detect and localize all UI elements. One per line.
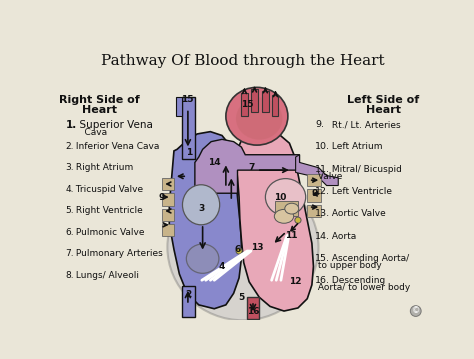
Text: Pulmonary Arteries: Pulmonary Arteries <box>73 250 163 258</box>
Text: Superior Vena: Superior Vena <box>73 120 153 130</box>
Polygon shape <box>162 178 174 190</box>
Text: 6.: 6. <box>65 228 74 237</box>
Text: 6: 6 <box>234 245 241 254</box>
Ellipse shape <box>285 203 299 214</box>
Polygon shape <box>162 209 174 221</box>
Text: 3.: 3. <box>65 163 74 172</box>
Ellipse shape <box>236 97 283 140</box>
Polygon shape <box>251 89 258 112</box>
Text: Ascending Aorta/: Ascending Aorta/ <box>329 254 409 263</box>
Text: Right Ventricle: Right Ventricle <box>73 206 143 215</box>
Polygon shape <box>307 174 321 186</box>
Text: Pathway Of Blood through the Heart: Pathway Of Blood through the Heart <box>101 54 385 68</box>
Text: 13.: 13. <box>315 209 330 218</box>
Polygon shape <box>262 91 268 112</box>
Text: 3: 3 <box>198 204 204 213</box>
Polygon shape <box>175 97 182 116</box>
Text: ©: © <box>411 307 420 316</box>
Polygon shape <box>241 93 247 116</box>
Text: Tricuspid Valve: Tricuspid Valve <box>73 185 143 194</box>
Text: 7.: 7. <box>65 250 74 258</box>
Text: 11: 11 <box>285 231 298 240</box>
Text: 16: 16 <box>247 307 259 316</box>
Ellipse shape <box>295 217 301 223</box>
Ellipse shape <box>182 185 219 225</box>
Text: Lungs/ Alveoli: Lungs/ Alveoli <box>73 271 139 280</box>
Text: 14: 14 <box>208 158 220 167</box>
Polygon shape <box>195 139 300 193</box>
Text: 1.: 1. <box>65 120 77 130</box>
Text: Inferior Vena Cava: Inferior Vena Cava <box>73 142 160 151</box>
Text: 16.: 16. <box>315 276 330 285</box>
Ellipse shape <box>167 174 319 320</box>
Polygon shape <box>247 297 259 319</box>
Text: Mitral/ Bicuspid: Mitral/ Bicuspid <box>329 165 402 174</box>
Text: Cava: Cava <box>73 128 107 137</box>
Text: 5: 5 <box>238 293 245 302</box>
Text: 12.: 12. <box>315 187 330 196</box>
Ellipse shape <box>236 248 242 254</box>
Polygon shape <box>182 97 195 159</box>
Polygon shape <box>162 224 174 236</box>
Text: 15: 15 <box>181 95 193 104</box>
Text: Rt./ Lt. Arteries: Rt./ Lt. Arteries <box>329 120 401 129</box>
Text: to upper body: to upper body <box>315 261 382 270</box>
Text: Pulmonic Valve: Pulmonic Valve <box>73 228 145 237</box>
Text: Heart: Heart <box>82 105 117 115</box>
Ellipse shape <box>226 87 288 145</box>
Text: 10: 10 <box>274 192 286 202</box>
Text: Valve: Valve <box>315 172 342 181</box>
Text: Aortic Valve: Aortic Valve <box>329 209 386 218</box>
Polygon shape <box>296 155 338 186</box>
Polygon shape <box>169 132 241 309</box>
Text: 4: 4 <box>219 262 225 271</box>
Text: 9: 9 <box>158 192 165 202</box>
Text: 15: 15 <box>241 100 254 109</box>
Text: 10.: 10. <box>315 143 330 151</box>
Ellipse shape <box>274 209 294 223</box>
Text: 14.: 14. <box>315 232 330 241</box>
Polygon shape <box>182 286 195 317</box>
Polygon shape <box>275 201 298 216</box>
Text: Aorta/ to lower body: Aorta/ to lower body <box>315 283 410 292</box>
Text: 11.: 11. <box>315 165 330 174</box>
Polygon shape <box>307 190 321 202</box>
Text: Descending: Descending <box>329 276 385 285</box>
Polygon shape <box>236 129 313 311</box>
Text: 8.: 8. <box>65 271 74 280</box>
Text: 7: 7 <box>248 163 255 172</box>
Text: 12: 12 <box>289 277 302 286</box>
Text: Left Ventricle: Left Ventricle <box>329 187 392 196</box>
Text: 13: 13 <box>251 243 263 252</box>
Ellipse shape <box>186 244 219 273</box>
Text: Aorta: Aorta <box>329 232 356 241</box>
Polygon shape <box>162 193 174 206</box>
Text: Right Atrium: Right Atrium <box>73 163 134 172</box>
Ellipse shape <box>265 178 306 215</box>
Text: Heart: Heart <box>366 105 401 115</box>
Text: 4.: 4. <box>65 185 74 194</box>
Text: Left Side of: Left Side of <box>347 95 419 106</box>
Text: 9: 9 <box>312 189 318 198</box>
Text: 2: 2 <box>185 290 191 299</box>
Text: Left Atrium: Left Atrium <box>329 143 383 151</box>
Ellipse shape <box>410 306 421 316</box>
Text: 15.: 15. <box>315 254 330 263</box>
Text: 5.: 5. <box>65 206 74 215</box>
Polygon shape <box>273 95 278 116</box>
Text: 1: 1 <box>186 148 192 157</box>
Polygon shape <box>307 205 321 217</box>
Text: Right Side of: Right Side of <box>59 95 140 106</box>
Text: 2.: 2. <box>65 142 74 151</box>
Text: 9.: 9. <box>315 120 324 129</box>
